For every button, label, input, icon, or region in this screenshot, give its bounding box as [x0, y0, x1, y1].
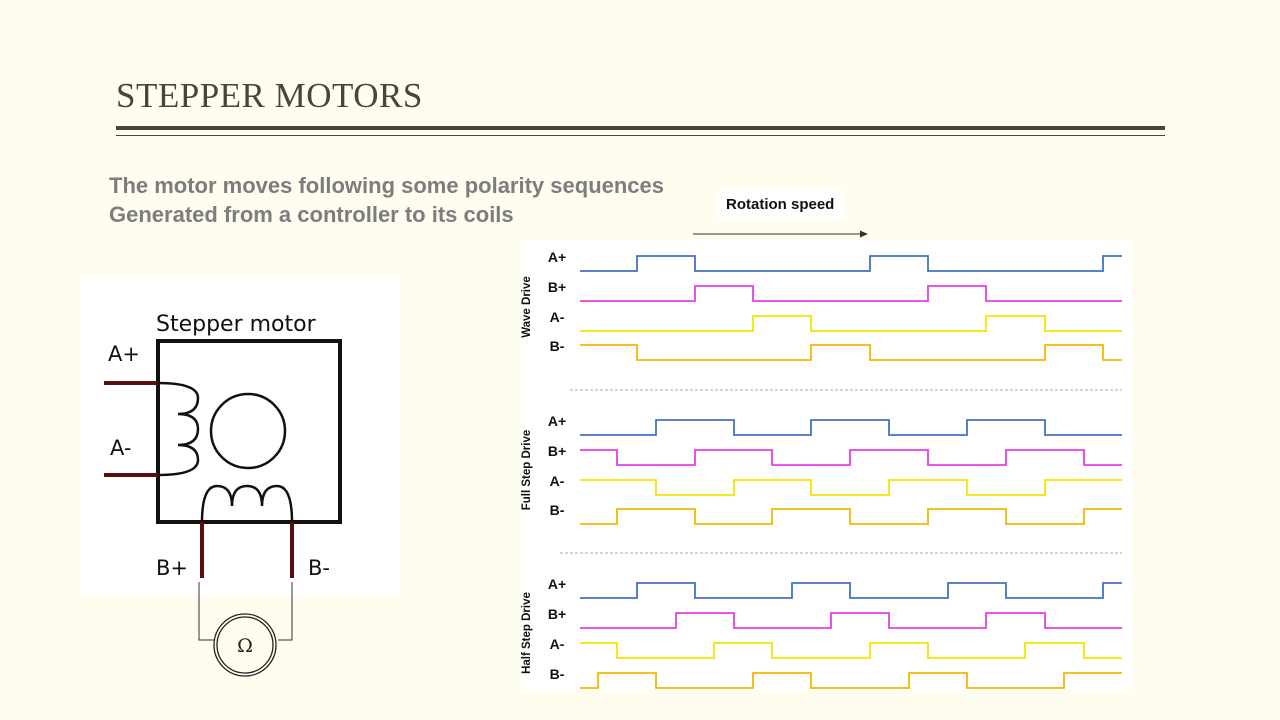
- waveform-aminus: [580, 315, 1122, 332]
- label-b-plus: B+: [156, 556, 188, 580]
- waveform-aminus: [580, 479, 1122, 496]
- signal-label: B-: [550, 502, 565, 518]
- subtitle-line-2: Generated from a controller to its coils: [109, 202, 514, 227]
- slide-title: STEPPER MOTORS: [116, 76, 423, 115]
- section-title: Half Step Drive: [521, 592, 533, 674]
- waveform-bplus: [580, 285, 1122, 302]
- ohmmeter-outer: [213, 613, 277, 677]
- title-rule-thin: [116, 135, 1165, 136]
- coil-a: [157, 381, 200, 477]
- waveform-bminus: [580, 672, 1122, 689]
- subtitle-line-1: The motor moves following some polarity …: [109, 173, 665, 198]
- signal-label: A-: [550, 309, 565, 325]
- waveform-aplus: [580, 419, 1122, 436]
- ohmmeter-inner: [216, 616, 274, 674]
- waveform-bminus: [580, 508, 1122, 525]
- motor-housing: [156, 339, 342, 524]
- ohm-symbol: Ω: [237, 635, 253, 657]
- rotation-arrow-head: [860, 230, 868, 238]
- ohmmeter-leads: [198, 582, 293, 641]
- rotor: [209, 392, 287, 470]
- label-b-minus: B-: [308, 556, 330, 580]
- signal-label: B-: [550, 338, 565, 354]
- signal-label: A+: [548, 249, 566, 265]
- waveforms: Wave Drive A+ B+ A- B- Full Step Drive A+ B+ A- B…: [521, 249, 1122, 689]
- signal-label: A+: [548, 413, 566, 429]
- motor-diagram-background: [80, 277, 399, 595]
- motor-title: Stepper motor: [156, 312, 317, 337]
- section-title: Wave Drive: [521, 276, 533, 338]
- label-a-minus: A-: [110, 436, 131, 460]
- signal-label: B-: [550, 666, 565, 682]
- signal-label: B+: [548, 279, 566, 295]
- section-title: Full Step Drive: [521, 430, 533, 511]
- title-rule-thick: [116, 126, 1165, 130]
- waveform-aplus: [580, 255, 1122, 272]
- signal-label: A-: [550, 473, 565, 489]
- waveform-bplus: [580, 612, 1122, 629]
- label-a-plus: A+: [108, 342, 140, 366]
- signal-label: B+: [548, 606, 566, 622]
- waveform-aminus: [580, 642, 1122, 659]
- waveform-bminus: [580, 344, 1122, 361]
- signal-label: A-: [550, 636, 565, 652]
- rotation-speed-box: [717, 190, 845, 220]
- rotation-speed-label: Rotation speed: [726, 196, 835, 213]
- signal-label: B+: [548, 443, 566, 459]
- coil-b: [200, 484, 294, 523]
- waveform-bplus: [580, 449, 1122, 466]
- waveform-aplus: [580, 582, 1122, 599]
- signal-label: A+: [548, 576, 566, 592]
